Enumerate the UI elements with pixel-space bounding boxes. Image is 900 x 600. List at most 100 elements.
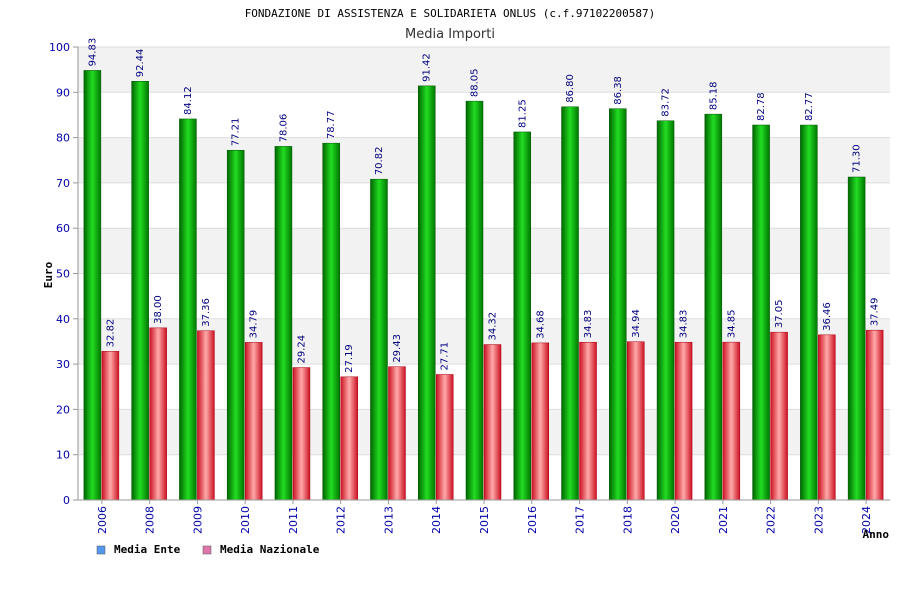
value-label-media-nazionale: 27.71 [440, 342, 451, 371]
x-tick-label: 2012 [335, 506, 348, 534]
y-tick-label: 20 [56, 403, 70, 416]
value-label-media-ente: 77.21 [231, 118, 242, 147]
bar-media-ente [561, 106, 579, 501]
bar-media-nazionale [292, 367, 311, 501]
legend-item-media-nazionale: Media Nazionale [202, 543, 320, 556]
legend: Media Ente Media Nazionale [96, 543, 320, 556]
value-label-media-ente: 86.38 [613, 76, 624, 105]
y-tick-label: 70 [56, 177, 70, 190]
chart-title: FONDAZIONE DI ASSISTENZA E SOLIDARIETA O… [245, 7, 656, 20]
value-label-media-ente: 94.83 [87, 38, 98, 67]
bar-media-ente [513, 131, 532, 501]
y-tick-label: 0 [63, 494, 70, 507]
bar-media-ente [656, 120, 675, 501]
chart-subtitle: Media Importi [405, 27, 495, 42]
value-label-media-nazionale: 34.85 [726, 309, 737, 338]
legend-swatch [96, 545, 106, 555]
value-label-media-nazionale: 34.32 [488, 312, 499, 341]
value-label-media-ente: 71.30 [852, 144, 863, 173]
y-tick-label: 10 [56, 449, 70, 462]
bar-media-ente [704, 113, 723, 501]
x-tick-label: 2009 [191, 506, 204, 534]
value-label-media-ente: 83.72 [661, 88, 672, 117]
bar-media-nazionale [579, 341, 597, 501]
value-label-media-nazionale: 37.36 [201, 298, 212, 327]
value-label-media-nazionale: 34.68 [535, 310, 546, 339]
bar-media-ente [609, 108, 627, 501]
x-tick-label: 2014 [430, 506, 443, 534]
bar-media-nazionale [770, 331, 788, 501]
value-labels: 94.83 32.82 92.44 38.00 84.12 37.36 77.21 34.79… [87, 38, 880, 373]
value-label-media-ente: 81.25 [517, 99, 528, 128]
bar-media-nazionale [197, 330, 215, 501]
bar-media-ente [179, 118, 197, 501]
value-label-media-ente: 70.82 [374, 147, 385, 176]
bar-media-ente [417, 85, 436, 501]
x-tick-label: 2015 [478, 506, 491, 534]
value-label-media-ente: 88.05 [470, 68, 481, 97]
x-tick-label: 2024 [860, 506, 873, 534]
x-tick-label: 2016 [526, 506, 539, 534]
y-axis: 0 10 20 30 40 50 60 70 80 90 100 [49, 41, 79, 507]
bar-media-nazionale [627, 341, 645, 501]
legend-item-media-ente: Media Ente [96, 543, 181, 556]
value-label-media-ente: 91.42 [422, 53, 433, 82]
value-label-media-ente: 84.12 [183, 86, 194, 115]
bar-media-nazionale [101, 351, 120, 501]
value-label-media-nazionale: 34.83 [679, 310, 690, 339]
bar-media-ente [465, 100, 484, 501]
y-tick-label: 60 [56, 222, 70, 235]
value-label-media-nazionale: 32.82 [105, 319, 116, 348]
bar-media-ente [322, 142, 340, 501]
legend-swatch [202, 545, 212, 555]
y-axis-title: Euro [42, 261, 55, 288]
bar-media-ente [226, 149, 245, 501]
bar-media-nazionale [865, 329, 884, 501]
value-label-media-nazionale: 27.19 [344, 344, 355, 373]
x-axis-title: Anno [863, 528, 890, 541]
x-tick-label: 2006 [96, 506, 109, 534]
value-label-media-nazionale: 34.83 [583, 310, 594, 339]
bar-media-ente [370, 178, 388, 501]
x-axis: 2006 2008 2009 2010 2011 2012 2013 2014 2015 2016… [78, 499, 890, 534]
value-label-media-ente: 86.80 [565, 74, 576, 103]
value-label-media-ente: 82.77 [804, 92, 815, 121]
bars [83, 70, 884, 501]
bar-media-nazionale [244, 342, 263, 501]
legend-label: Media Ente [114, 543, 181, 556]
bar-media-ente [752, 124, 770, 501]
bar-media-nazionale [722, 341, 741, 501]
bar-media-nazionale [674, 341, 693, 501]
x-tick-label: 2010 [239, 506, 252, 534]
x-tick-label: 2013 [382, 506, 395, 534]
value-label-media-nazionale: 34.94 [631, 309, 642, 338]
bar-media-nazionale [388, 366, 406, 501]
x-tick-label: 2020 [669, 506, 682, 534]
value-label-media-nazionale: 38.00 [153, 295, 164, 324]
x-tick-label: 2021 [717, 506, 730, 534]
y-tick-label: 40 [56, 313, 70, 326]
value-label-media-nazionale: 37.49 [870, 298, 881, 327]
bar-media-nazionale [340, 376, 358, 501]
x-tick-label: 2018 [621, 506, 634, 534]
x-tick-label: 2017 [574, 506, 587, 534]
value-label-media-ente: 85.18 [708, 81, 719, 110]
y-tick-label: 80 [56, 132, 70, 145]
bar-media-nazionale [818, 334, 836, 501]
bar-media-nazionale [149, 327, 167, 501]
value-label-media-nazionale: 29.24 [296, 335, 307, 364]
value-label-media-ente: 78.77 [326, 111, 337, 140]
value-label-media-nazionale: 29.43 [392, 334, 403, 363]
value-label-media-nazionale: 34.79 [249, 310, 260, 339]
value-label-media-ente: 82.78 [756, 92, 767, 121]
bar-media-ente [83, 70, 102, 501]
value-label-media-nazionale: 37.05 [774, 300, 785, 329]
bar-media-ente [274, 146, 293, 501]
y-tick-label: 90 [56, 86, 70, 99]
y-tick-label: 100 [49, 41, 70, 54]
bar-media-ente [847, 176, 866, 501]
value-label-media-nazionale: 36.46 [822, 302, 833, 331]
value-label-media-ente: 78.06 [278, 114, 289, 143]
x-tick-label: 2008 [144, 506, 157, 534]
